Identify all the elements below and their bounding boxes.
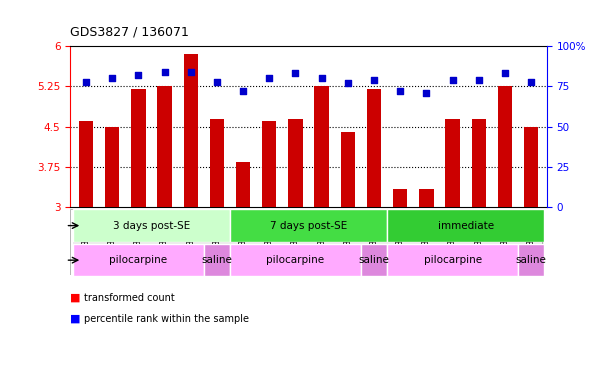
Text: GSM367541: GSM367541 bbox=[343, 215, 353, 261]
Bar bbox=[492, 209, 518, 275]
Text: immediate: immediate bbox=[437, 220, 494, 231]
Point bbox=[133, 72, 143, 78]
Bar bbox=[361, 209, 387, 275]
Bar bbox=[445, 119, 459, 369]
Bar bbox=[178, 209, 204, 275]
Text: GSM367719: GSM367719 bbox=[370, 215, 379, 261]
Bar bbox=[230, 209, 387, 242]
Text: GSM367528: GSM367528 bbox=[108, 215, 117, 261]
Point bbox=[448, 77, 458, 83]
Text: GSM367545: GSM367545 bbox=[396, 215, 404, 261]
Bar bbox=[256, 209, 282, 275]
Point bbox=[422, 90, 431, 96]
Bar bbox=[472, 119, 486, 369]
Bar bbox=[466, 209, 492, 275]
Bar bbox=[524, 127, 538, 369]
Point bbox=[500, 70, 510, 76]
Point bbox=[395, 88, 405, 94]
Bar bbox=[393, 189, 408, 369]
Bar bbox=[105, 127, 119, 369]
Text: transformed count: transformed count bbox=[84, 293, 175, 303]
Bar bbox=[288, 119, 302, 369]
Bar bbox=[152, 209, 178, 275]
Bar bbox=[236, 162, 251, 369]
Bar bbox=[183, 54, 198, 369]
Text: 7 days post-SE: 7 days post-SE bbox=[270, 220, 347, 231]
Text: GSM367718: GSM367718 bbox=[213, 215, 221, 261]
Text: pilocarpine: pilocarpine bbox=[109, 255, 167, 265]
Bar bbox=[158, 86, 172, 369]
Point bbox=[474, 77, 484, 83]
Text: GSM367548: GSM367548 bbox=[448, 215, 457, 261]
Text: 3 days post-SE: 3 days post-SE bbox=[113, 220, 190, 231]
Text: ■: ■ bbox=[70, 314, 81, 324]
Point bbox=[316, 75, 326, 81]
Point bbox=[526, 78, 536, 84]
Text: GDS3827 / 136071: GDS3827 / 136071 bbox=[70, 25, 189, 38]
Point bbox=[108, 75, 117, 81]
Bar bbox=[282, 209, 309, 275]
Bar bbox=[309, 209, 335, 275]
Bar bbox=[79, 121, 93, 369]
Bar bbox=[419, 189, 434, 369]
Bar bbox=[413, 209, 439, 275]
Text: GSM367539: GSM367539 bbox=[291, 215, 300, 261]
Point bbox=[186, 69, 196, 75]
Text: saline: saline bbox=[516, 255, 547, 265]
Bar bbox=[387, 244, 518, 276]
Text: GSM367532: GSM367532 bbox=[160, 215, 169, 261]
Bar bbox=[73, 209, 230, 242]
Bar bbox=[315, 86, 329, 369]
Text: saline: saline bbox=[202, 255, 232, 265]
Text: GSM367527: GSM367527 bbox=[81, 215, 90, 261]
Text: GSM367551: GSM367551 bbox=[500, 215, 510, 261]
Bar bbox=[73, 244, 204, 276]
Bar bbox=[131, 89, 145, 369]
Bar bbox=[204, 244, 230, 276]
Bar bbox=[210, 119, 224, 369]
Bar bbox=[230, 244, 361, 276]
Text: GSM367540: GSM367540 bbox=[317, 215, 326, 261]
Text: GSM367536: GSM367536 bbox=[238, 215, 247, 261]
Bar bbox=[439, 209, 466, 275]
Point bbox=[265, 75, 274, 81]
Point bbox=[159, 69, 169, 75]
Bar bbox=[99, 209, 125, 275]
Point bbox=[238, 88, 248, 94]
Point bbox=[343, 80, 353, 86]
Bar bbox=[230, 209, 256, 275]
Point bbox=[212, 78, 222, 84]
Bar bbox=[387, 209, 413, 275]
Bar bbox=[387, 209, 544, 242]
Bar bbox=[262, 121, 276, 369]
Text: pilocarpine: pilocarpine bbox=[423, 255, 481, 265]
Bar bbox=[498, 86, 512, 369]
Text: GSM367534: GSM367534 bbox=[186, 215, 196, 261]
Text: GSM367549: GSM367549 bbox=[474, 215, 483, 261]
Bar bbox=[361, 244, 387, 276]
Point bbox=[369, 77, 379, 83]
Bar bbox=[367, 89, 381, 369]
Text: percentile rank within the sample: percentile rank within the sample bbox=[84, 314, 249, 324]
Text: GSM367721: GSM367721 bbox=[527, 215, 536, 261]
Bar bbox=[341, 132, 355, 369]
Bar bbox=[125, 209, 152, 275]
Text: GSM367538: GSM367538 bbox=[265, 215, 274, 261]
Bar bbox=[518, 209, 544, 275]
Point bbox=[291, 70, 301, 76]
Text: GSM367546: GSM367546 bbox=[422, 215, 431, 261]
Bar bbox=[518, 244, 544, 276]
Text: GSM367531: GSM367531 bbox=[134, 215, 143, 261]
Bar bbox=[204, 209, 230, 275]
Bar bbox=[73, 209, 99, 275]
Bar bbox=[335, 209, 361, 275]
Text: ■: ■ bbox=[70, 293, 81, 303]
Text: saline: saline bbox=[359, 255, 389, 265]
Point bbox=[81, 78, 91, 84]
Text: pilocarpine: pilocarpine bbox=[266, 255, 324, 265]
